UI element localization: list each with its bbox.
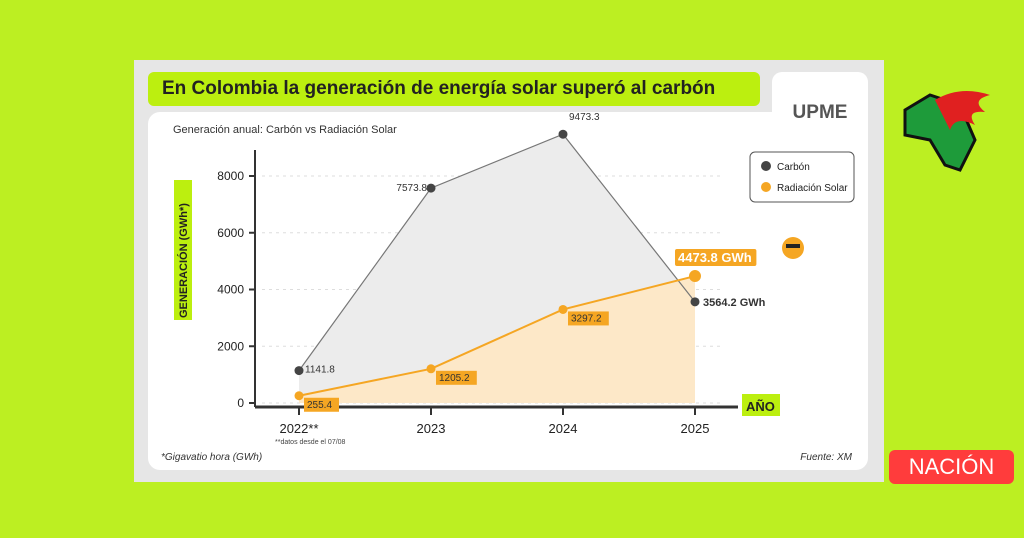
data-label: 255.4 (307, 400, 332, 411)
y-axis-label: GENERACIÓN (GWh*) (177, 203, 190, 318)
data-point (689, 270, 701, 283)
data-label: 4473.8 GWh (678, 250, 752, 265)
sun-icon (782, 237, 804, 259)
data-label: 3564.2 GWh (703, 297, 766, 309)
data-point (558, 129, 568, 139)
data-point (558, 304, 568, 314)
data-point (690, 297, 700, 307)
legend-solar-marker (761, 182, 771, 192)
logo-text: UPME (792, 102, 848, 123)
data-label: 3297.2 (571, 313, 602, 324)
legend-carbon: Carbón (777, 162, 810, 173)
data-label-bg (675, 249, 757, 267)
xlabel-bg (742, 394, 780, 416)
y-tick-label: 0 (237, 396, 244, 410)
x-tick-label: 2023 (417, 421, 446, 436)
data-point (426, 364, 436, 374)
data-point (426, 183, 436, 193)
data-point (294, 391, 304, 401)
x-tick-label: 2024 (549, 421, 578, 436)
nacion-badge: NACIÓN (889, 450, 1014, 484)
data-label: 9473.3 (569, 112, 600, 123)
ylabel-bg (174, 180, 192, 320)
data-label-bg (436, 370, 477, 385)
series-line-carbon (298, 133, 696, 371)
y-tick-label: 6000 (217, 226, 244, 240)
upme-logo: UPME (772, 72, 868, 132)
legend-solar: Radiación Solar (777, 183, 848, 194)
legend: Carbón Radiación Solar (749, 151, 855, 203)
data-label: 1141.8 (305, 365, 335, 376)
x-tick-label: 2022** (279, 421, 318, 436)
chart-title: Generación anual: Carbón vs Radiación So… (173, 124, 397, 136)
page-title: En Colombia la generación de energía sol… (148, 72, 760, 106)
x-axis-label: AÑO (746, 399, 775, 414)
date-note: **datos desde el 07/08 (275, 439, 346, 446)
x-tick-label: 2025 (681, 421, 710, 436)
series-line-solar (298, 275, 696, 397)
data-label: 7573.8 (396, 183, 427, 194)
data-point (294, 366, 304, 376)
source-note: Fuente: XM (800, 452, 852, 463)
y-tick-label: 8000 (217, 169, 244, 183)
y-tick-label: 2000 (217, 339, 244, 353)
unit-note: *Gigavatio hora (GWh) (161, 452, 262, 463)
data-label-bg (568, 311, 609, 326)
data-label: 1205.2 (439, 373, 470, 384)
y-tick-label: 4000 (217, 283, 244, 297)
legend-carbon-marker (761, 161, 771, 171)
horse-logo-icon (903, 91, 990, 172)
data-label-bg (304, 397, 339, 412)
